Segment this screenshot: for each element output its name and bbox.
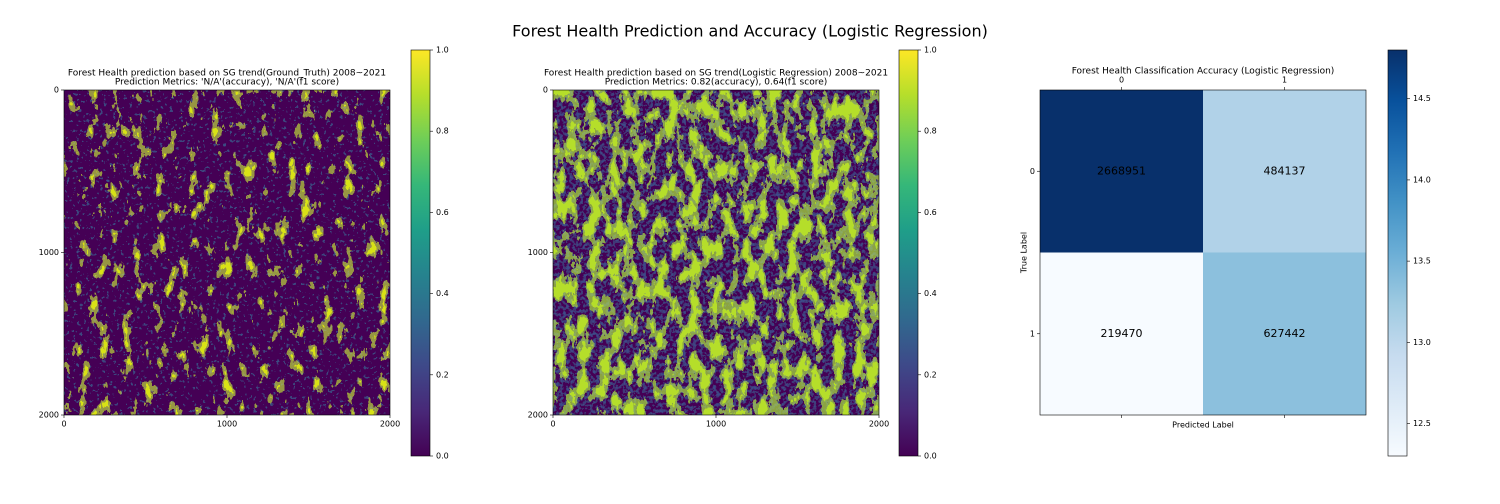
matrix-cell <box>1040 252 1203 415</box>
axes-subtitle: Prediction Metrics: 'N/A'(accuracy), 'N/… <box>115 78 339 88</box>
colorbar-tick-label: 13.5 <box>1413 257 1431 266</box>
cell-label: 219470 <box>1101 327 1143 340</box>
axes-subtitle: Prediction Metrics: 0.82(accuracy), 0.64… <box>605 78 828 88</box>
y-tick-label: 0 <box>1030 167 1035 176</box>
matrix-cell <box>1040 90 1203 253</box>
raster-image <box>553 90 879 415</box>
colorbar-tick-label: 0.2 <box>436 370 449 379</box>
colorbar-tick-label: 1.0 <box>436 46 449 55</box>
colorbar-tick-label: 14.5 <box>1413 94 1431 103</box>
y-tick-label: 2000 <box>528 411 548 420</box>
colorbar-tick-label: 0.4 <box>924 289 937 298</box>
x-tick-label: 0 <box>1119 76 1124 85</box>
figure-title: Forest Health Prediction and Accuracy (L… <box>512 22 988 41</box>
x-tick-label: 0 <box>61 420 66 429</box>
x-tick-label: 1000 <box>706 420 726 429</box>
y-tick-label: 1000 <box>39 248 59 257</box>
axes-title: Forest Health prediction based on SG tre… <box>544 69 888 79</box>
matrix-cell <box>1203 252 1366 415</box>
colorbar-tick-label: 0.6 <box>924 208 937 217</box>
cell-label: 2668951 <box>1097 164 1146 177</box>
x-tick-label: 1000 <box>217 420 237 429</box>
colorbar-tick-label: 0.6 <box>436 208 449 217</box>
x-tick-label: 0 <box>550 420 555 429</box>
y-axis-label: True Label <box>1020 232 1029 274</box>
x-tick-label: 2000 <box>380 420 400 429</box>
x-tick-label: 1 <box>1282 76 1287 85</box>
colorbar-tick-label: 0.4 <box>436 289 449 298</box>
colorbar <box>410 49 431 457</box>
colorbar-tick-label: 0.0 <box>436 452 449 461</box>
x-tick-label: 2000 <box>869 420 889 429</box>
x-axis-label: Predicted Label <box>1172 421 1234 430</box>
axes-title: Forest Health Classification Accuracy (L… <box>1072 67 1335 77</box>
colorbar-tick-label: 14.0 <box>1413 175 1431 184</box>
y-tick-label: 1 <box>1030 329 1035 338</box>
y-tick-label: 2000 <box>39 411 59 420</box>
colorbar <box>1387 49 1408 457</box>
matrix-cell <box>1203 90 1366 253</box>
colorbar-tick-label: 1.0 <box>924 46 937 55</box>
colorbar-tick-label: 13.0 <box>1413 338 1431 347</box>
colorbar-tick-label: 0.2 <box>924 370 937 379</box>
colorbar-tick-label: 0.0 <box>924 452 937 461</box>
colorbar-tick-label: 0.8 <box>924 127 937 136</box>
cell-label: 627442 <box>1264 327 1306 340</box>
colorbar <box>898 49 919 457</box>
y-tick-label: 0 <box>543 86 548 95</box>
cell-label: 484137 <box>1264 164 1306 177</box>
axes-title: Forest Health prediction based on SG tre… <box>68 69 386 79</box>
colorbar-tick-label: 0.8 <box>436 127 449 136</box>
raster-image <box>64 90 390 415</box>
y-tick-label: 0 <box>54 86 59 95</box>
axes-frame <box>1039 89 1367 416</box>
y-tick-label: 1000 <box>528 248 548 257</box>
colorbar-tick-label: 12.5 <box>1413 419 1431 428</box>
